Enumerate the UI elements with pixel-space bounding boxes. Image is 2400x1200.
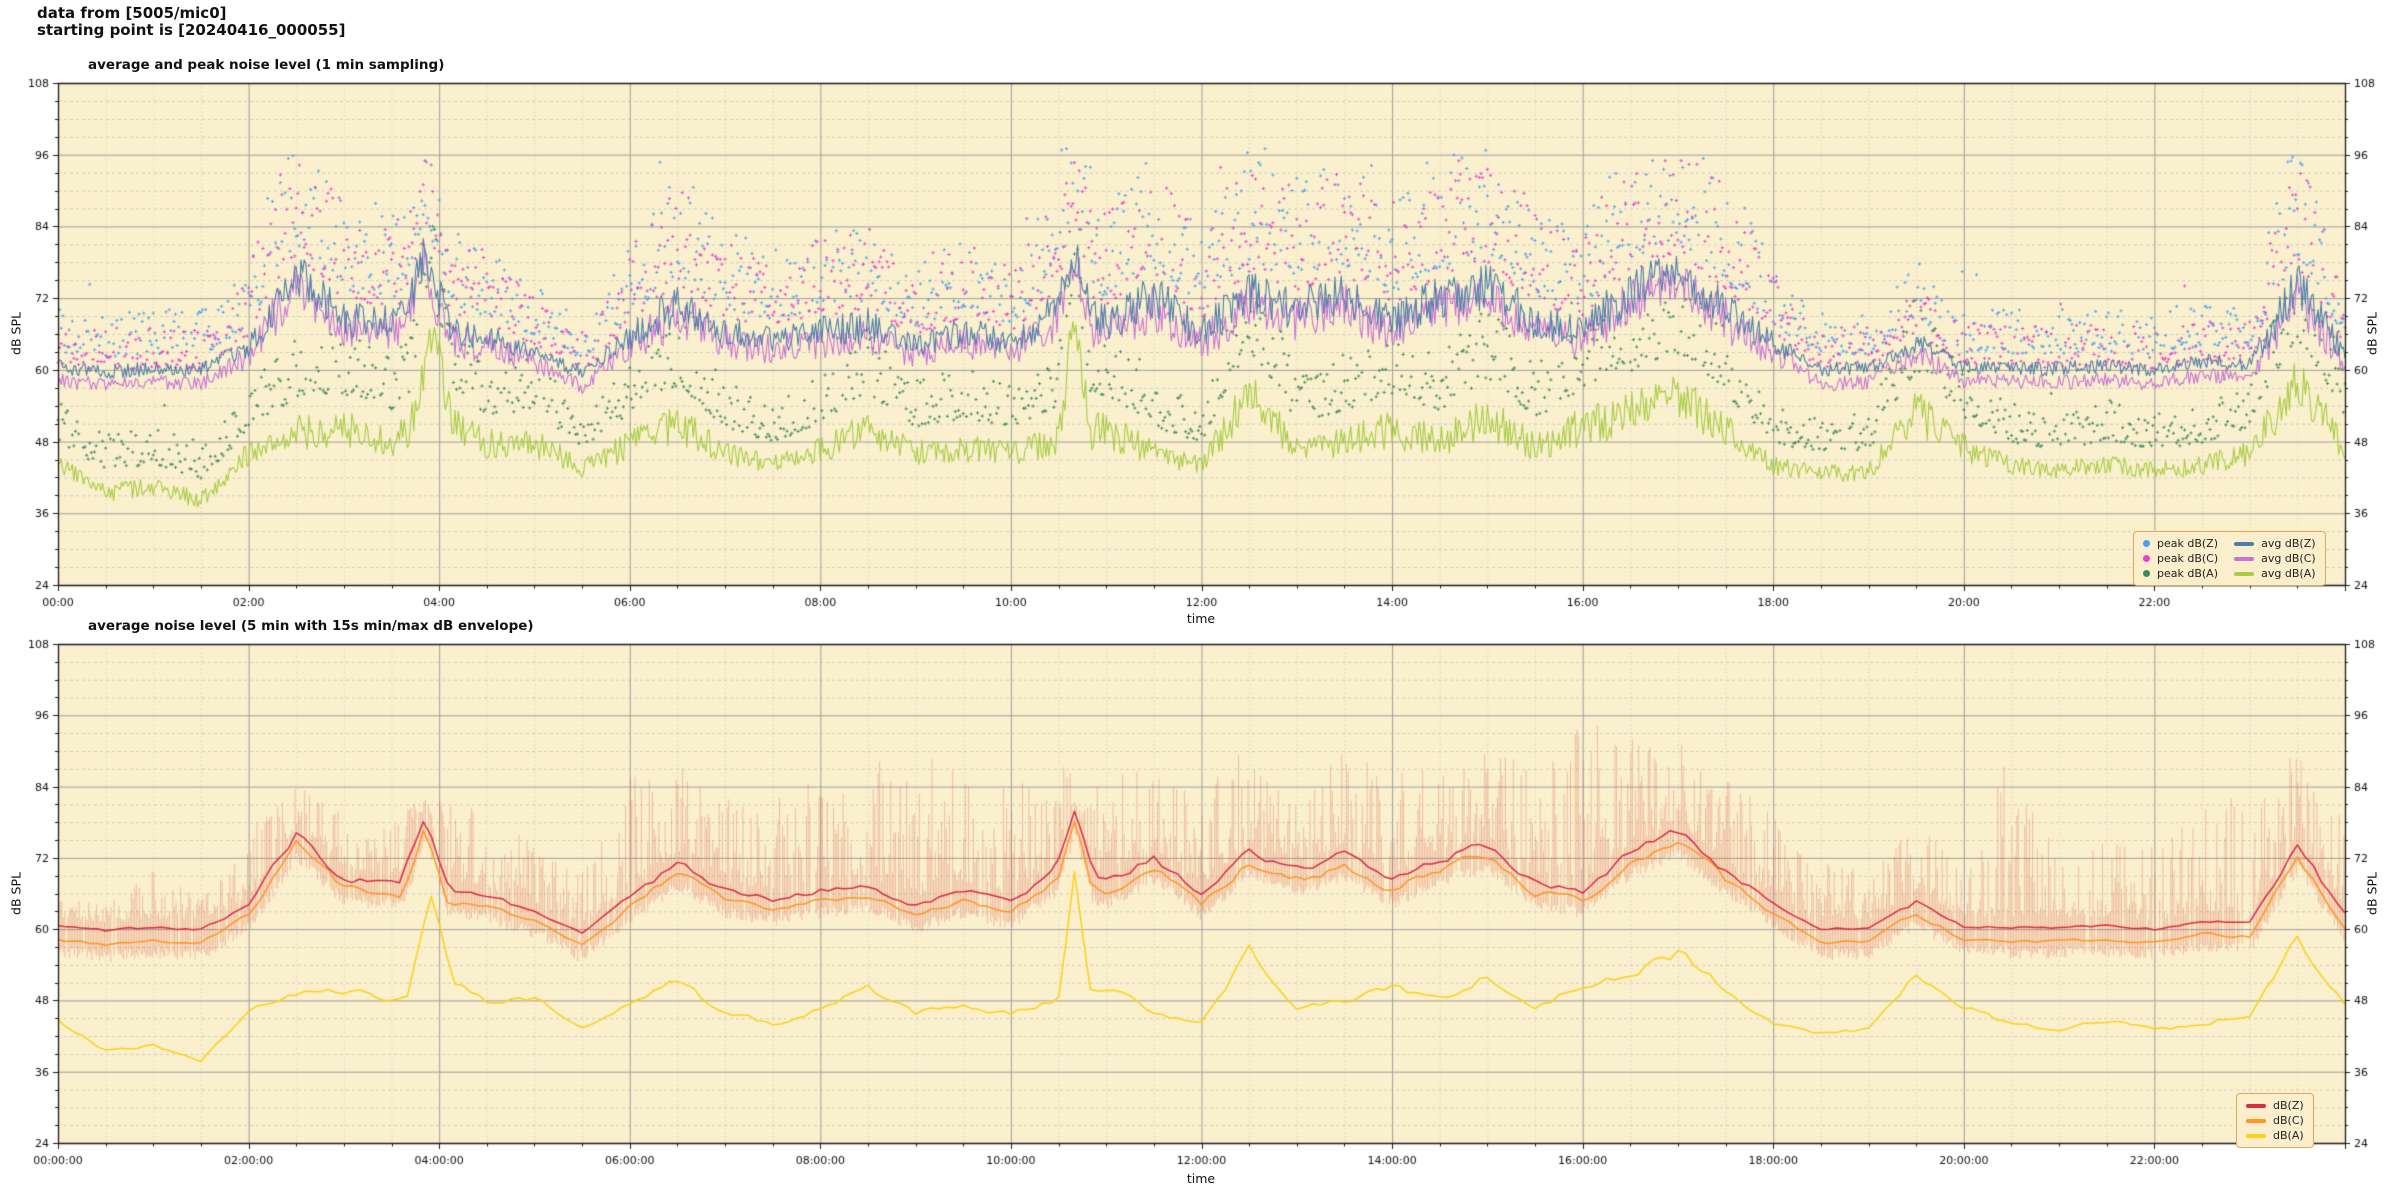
chart2-legend: dB(Z) dB(C) dB(A) xyxy=(2236,1093,2314,1148)
chart1-canvas xyxy=(0,0,2400,630)
peak-dbz-marker-icon xyxy=(2143,540,2150,547)
chart1-legend: peak dB(Z) avg dB(Z) peak dB(C) avg dB(C… xyxy=(2133,531,2326,586)
legend-entry-dba: dB(A) xyxy=(2246,1129,2304,1142)
legend-label: avg dB(Z) xyxy=(2261,537,2316,550)
dbz-line-icon xyxy=(2246,1103,2266,1108)
legend-entry-dbz: dB(Z) xyxy=(2246,1099,2304,1112)
avg-dbc-line-icon xyxy=(2234,556,2255,561)
legend-entry-dbc: dB(C) xyxy=(2246,1114,2304,1127)
legend-entry-peak-dba: peak dB(A) xyxy=(2143,567,2218,580)
legend-label: peak dB(A) xyxy=(2157,567,2218,580)
avg-dbz-line-icon xyxy=(2234,541,2255,546)
legend-entry-peak-dbc: peak dB(C) xyxy=(2143,552,2218,565)
chart1-xlabel: time xyxy=(1186,611,1216,626)
chart1-ylabel-right: dB SPL xyxy=(2364,312,2380,355)
chart2-xlabel: time xyxy=(1186,1171,1216,1186)
legend-label: dB(A) xyxy=(2273,1129,2304,1142)
legend-entry-avg-dbc: avg dB(C) xyxy=(2234,552,2316,565)
chart1-ylabel-left: dB SPL xyxy=(8,312,24,355)
chart2-ylabel-right: dB SPL xyxy=(2364,872,2380,915)
chart2-canvas xyxy=(0,630,2400,1200)
dbc-line-icon xyxy=(2246,1118,2266,1123)
legend-label: peak dB(Z) xyxy=(2157,537,2219,550)
legend-label: avg dB(C) xyxy=(2261,552,2316,565)
chart1-title: average and peak noise level (1 min samp… xyxy=(88,57,445,73)
legend-entry-peak-dbz: peak dB(Z) xyxy=(2143,537,2218,550)
peak-dbc-marker-icon xyxy=(2143,555,2150,562)
avg-dba-line-icon xyxy=(2234,571,2255,576)
legend-label: peak dB(C) xyxy=(2157,552,2219,565)
legend-label: dB(C) xyxy=(2273,1114,2304,1127)
chart2-title: average noise level (5 min with 15s min/… xyxy=(88,618,534,634)
legend-label: dB(Z) xyxy=(2273,1099,2304,1112)
legend-entry-avg-dba: avg dB(A) xyxy=(2234,567,2316,580)
legend-entry-avg-dbz: avg dB(Z) xyxy=(2234,537,2316,550)
dba-line-icon xyxy=(2246,1133,2266,1138)
peak-dba-marker-icon xyxy=(2143,570,2150,577)
chart2-ylabel-left: dB SPL xyxy=(8,872,24,915)
legend-label: avg dB(A) xyxy=(2261,567,2316,580)
